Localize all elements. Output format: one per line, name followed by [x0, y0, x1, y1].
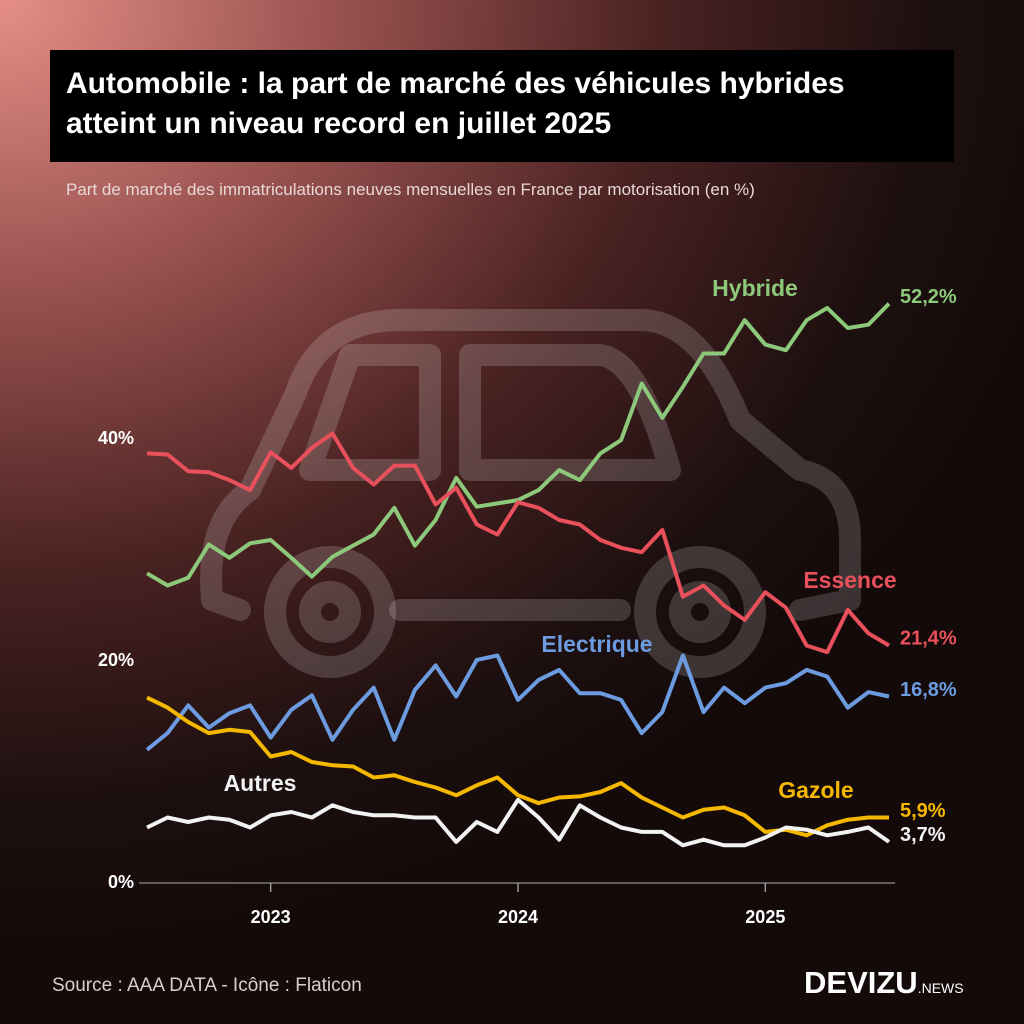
y-tick-label: 20%	[98, 650, 134, 670]
x-tick-label: 2023	[251, 907, 291, 927]
brand: DEVIZU.NEWS	[804, 965, 964, 1001]
series-line	[145, 653, 890, 752]
subtitle: Part de marché des immatriculations neuv…	[66, 180, 755, 199]
brand-suffix: .NEWS	[917, 980, 964, 996]
legend-label: Autres	[224, 770, 297, 796]
legend-label: Essence	[803, 567, 896, 593]
x-tick-label: 2025	[745, 907, 785, 927]
legend-label: Hybride	[712, 275, 798, 301]
series-line	[146, 695, 889, 838]
value-label: 52,2%	[900, 286, 957, 308]
legend-label: Gazole	[778, 777, 853, 803]
y-tick-label: 0%	[108, 872, 134, 892]
series-line	[146, 431, 891, 655]
title: Automobile : la part de marché des véhic…	[50, 50, 954, 162]
brand-name: DEVIZU	[804, 965, 918, 1000]
source: Source : AAA DATA - Icône : Flaticon	[52, 975, 362, 996]
x-tick-label: 2024	[498, 907, 538, 927]
value-label: 21,4%	[900, 628, 957, 650]
value-label: 3,7%	[900, 824, 946, 846]
series-line	[145, 302, 891, 588]
value-label: 16,8%	[900, 679, 957, 701]
y-tick-label: 40%	[98, 428, 134, 448]
legend-label: Electrique	[541, 631, 652, 657]
value-label: 5,9%	[900, 800, 946, 822]
series-line	[146, 797, 891, 848]
